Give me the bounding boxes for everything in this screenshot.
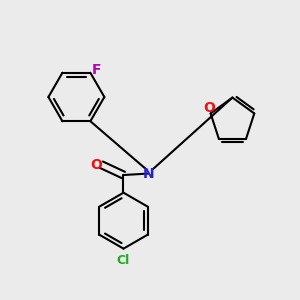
Text: Cl: Cl <box>117 254 130 267</box>
Text: O: O <box>90 158 102 172</box>
Text: N: N <box>143 167 154 181</box>
Text: F: F <box>92 63 102 77</box>
Text: O: O <box>203 101 215 115</box>
